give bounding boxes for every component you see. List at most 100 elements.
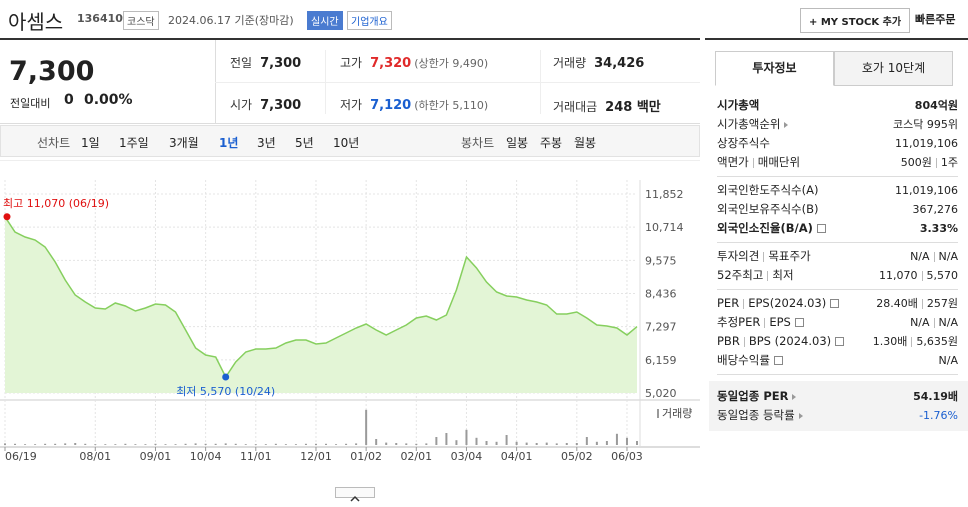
- low-annotation: 최저 5,570 (10/24): [176, 385, 275, 398]
- label-text: 동일업종 등락률: [717, 408, 795, 422]
- x-tick-label: 03/04: [451, 450, 483, 463]
- volume-legend-icon: [657, 409, 659, 418]
- info-label: PBR BPS (2024.03): [717, 332, 845, 351]
- high-annotation: 최고 11,070 (06/19): [3, 197, 109, 210]
- value-text: 5,570: [926, 269, 959, 282]
- x-tick-label: 06/03: [611, 450, 643, 463]
- period-tab[interactable]: 5년: [295, 136, 314, 150]
- separator: [767, 270, 769, 281]
- period-tab[interactable]: 1일: [81, 136, 100, 150]
- label-text: 투자의견: [717, 249, 760, 263]
- help-icon[interactable]: [816, 224, 826, 233]
- period-tab[interactable]: 3년: [257, 136, 276, 150]
- realtime-badge[interactable]: 실시간: [307, 11, 343, 30]
- period-tab[interactable]: 1년: [219, 136, 239, 150]
- value-text: -1.76%: [919, 409, 958, 422]
- info-group: 외국인한도주식수(A) 11,019,106 외국인보유주식수(B) 367,276 외…: [717, 177, 958, 243]
- info-row: 시가총액순위 코스닥 995위: [717, 115, 958, 134]
- separator: [743, 298, 745, 309]
- label-text: 액면가: [717, 155, 749, 169]
- stat-value: 7,320: [370, 56, 412, 71]
- volume-bar: [274, 443, 277, 445]
- volume-bar: [64, 443, 67, 445]
- info-value: 코스닥 995위: [893, 115, 958, 134]
- value-text: 3.33%: [919, 222, 958, 235]
- value-text: 257원: [926, 297, 958, 310]
- value-text: 367,276: [912, 203, 959, 216]
- x-tick-label: 10/04: [190, 450, 222, 463]
- stat-cell: 전일 7,300: [230, 54, 301, 71]
- volume-bar: [224, 443, 227, 445]
- x-tick-label: 08/01: [79, 450, 111, 463]
- candle-tab[interactable]: 주봉: [540, 136, 563, 150]
- info-value: 11,070 5,570: [879, 266, 958, 285]
- x-tick-label: 05/02: [561, 450, 593, 463]
- label-text: 시가총액: [717, 98, 760, 112]
- stat-value: 7,120: [370, 98, 412, 113]
- volume-bar: [605, 441, 608, 445]
- rate: 0.00%: [84, 92, 133, 108]
- separator: [933, 251, 935, 262]
- volume-bar: [54, 443, 57, 445]
- info-tab[interactable]: 호가 10단계: [834, 51, 953, 86]
- volume-bar: [14, 443, 17, 445]
- stat-label: 고가: [340, 56, 363, 70]
- help-icon[interactable]: [773, 356, 783, 365]
- info-tab[interactable]: 투자정보: [715, 51, 834, 86]
- label-text: BPS (2024.03): [748, 334, 832, 348]
- volume-bar: [264, 444, 267, 445]
- volume-bar: [94, 444, 97, 445]
- volume-bar: [385, 442, 388, 445]
- volume-bar: [164, 444, 167, 445]
- label-text: 최저: [772, 268, 794, 282]
- info-value: 804억원: [915, 96, 958, 115]
- separator: [911, 336, 913, 347]
- add-button[interactable]: + MY STOCK 추가: [800, 8, 911, 33]
- info-label: 외국인한도주식수(A): [717, 181, 818, 200]
- label-text: 시가총액순위: [717, 117, 781, 131]
- info-label: 외국인소진율(B/A): [717, 219, 826, 238]
- help-icon[interactable]: [794, 318, 804, 327]
- info-row: 상장주식수 11,019,106: [717, 134, 958, 153]
- volume-bar: [405, 443, 408, 445]
- value-text: 54.19배: [913, 390, 958, 403]
- candle-tab[interactable]: 일봉: [506, 136, 529, 150]
- stat-label: 저가: [340, 98, 363, 112]
- volume-bar: [104, 444, 107, 445]
- separator: [743, 336, 745, 347]
- label-text: 매매단위: [757, 155, 801, 169]
- info-row: 시가총액 804억원: [717, 96, 958, 115]
- stat-cell: 고가 7,320 (상한가 9,490): [340, 54, 488, 71]
- period-tab[interactable]: 1주일: [119, 136, 149, 150]
- info-row: 외국인보유주식수(B) 367,276: [717, 200, 958, 219]
- help-icon[interactable]: [835, 337, 845, 346]
- value-text: 1.30배: [872, 335, 908, 348]
- overview-dropdown[interactable]: 기업개요: [347, 11, 392, 30]
- divider: [325, 50, 326, 114]
- stock-name: 아셈스: [8, 10, 64, 34]
- info-value: 367,276: [913, 200, 959, 219]
- period-tab[interactable]: 3개월: [169, 136, 199, 150]
- volume-bar: [445, 433, 448, 445]
- quick-order[interactable]: 빠른주문: [915, 13, 956, 26]
- label-text: EPS: [769, 315, 791, 329]
- volume-bar: [365, 409, 368, 445]
- collapse-button[interactable]: [335, 487, 375, 502]
- volume-bar: [575, 443, 578, 445]
- volume-bar: [194, 443, 197, 445]
- label-text: PER: [717, 296, 740, 310]
- stat-cell: 시가 7,300: [230, 96, 301, 113]
- volume-bar: [244, 444, 247, 445]
- x-tick-label: 11/01: [240, 450, 272, 463]
- candle-tab[interactable]: 월봉: [574, 136, 597, 150]
- volume-bar: [495, 441, 498, 445]
- volume-bar: [124, 443, 127, 445]
- info-label: 시가총액: [717, 96, 759, 115]
- period-tab[interactable]: 10년: [333, 136, 360, 150]
- stat-value: 7,300: [260, 98, 302, 113]
- x-tick-label: 01/02: [350, 450, 382, 463]
- help-icon[interactable]: [830, 299, 840, 308]
- info-row: 추정PER EPS N/A N/A: [717, 313, 958, 332]
